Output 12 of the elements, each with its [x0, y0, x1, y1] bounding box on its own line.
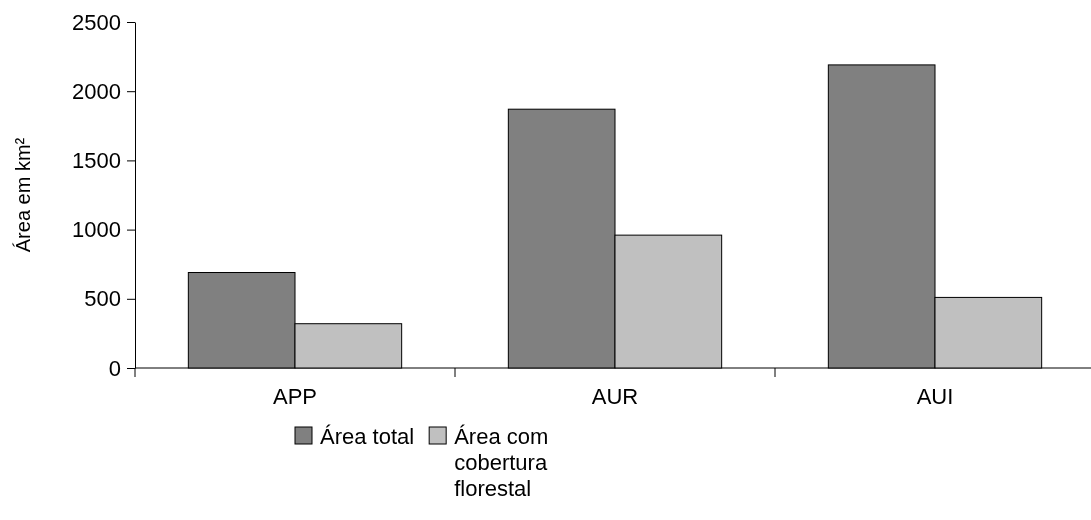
x-tick-label: AUI	[916, 384, 954, 409]
y-tick-label: 2500	[72, 9, 121, 35]
y-tick-label: 500	[84, 286, 121, 312]
legend-label: Área total	[320, 424, 415, 449]
y-axis-title: Área em km²	[12, 137, 34, 253]
legend-label: Área com cobertura florestal	[454, 424, 549, 501]
y-tick-label: 0	[108, 355, 121, 381]
x-tick-label: AUR	[591, 384, 639, 409]
y-tick-label: 1500	[72, 147, 121, 173]
x-tick-label: APP	[272, 384, 318, 409]
y-tick-label: 1000	[72, 217, 121, 243]
y-tick-label: 2000	[72, 78, 121, 104]
